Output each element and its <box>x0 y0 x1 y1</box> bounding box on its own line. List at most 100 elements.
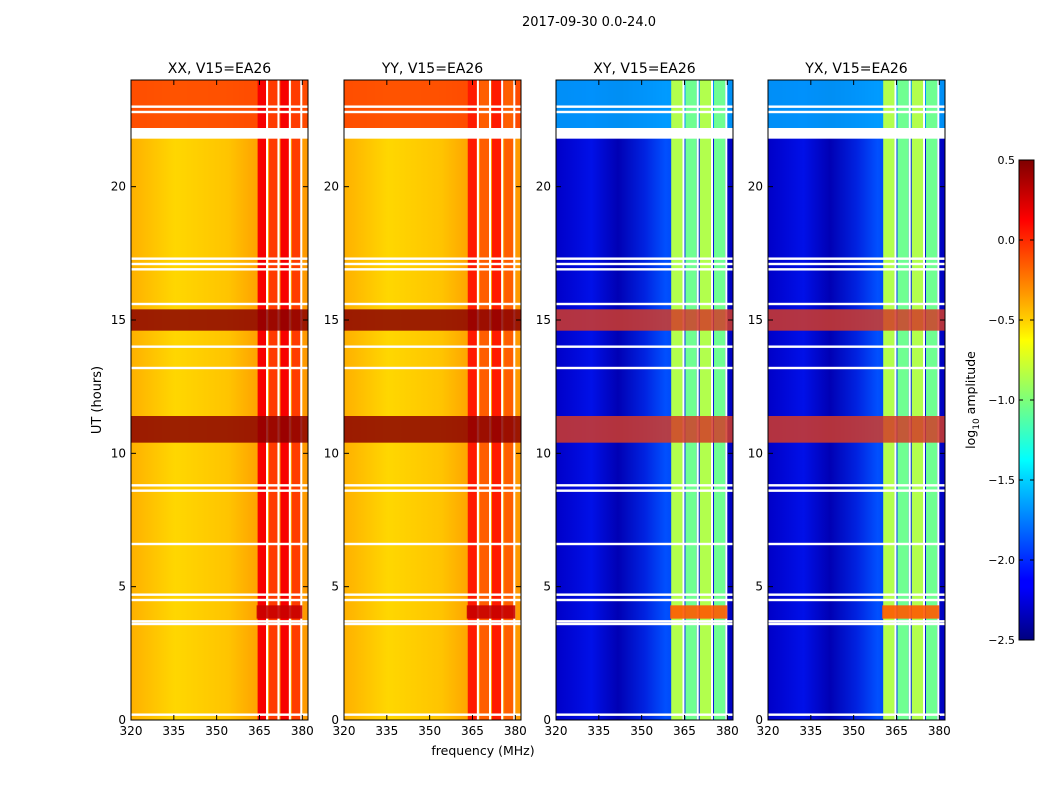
y-tick-label: 15 <box>748 313 763 327</box>
x-tick-label: 320 <box>333 724 356 738</box>
x-tick-label: 335 <box>162 724 185 738</box>
panel-yx: YX, V15=EA26 320 335 350 365 380 0 5 10 15 20 <box>748 61 951 738</box>
flagged-gap <box>768 598 945 602</box>
colorbar-label: log10 amplitude <box>963 351 982 449</box>
band-gap <box>513 80 516 720</box>
band-channel <box>504 80 514 720</box>
flagged-gap <box>344 484 521 487</box>
flagged-gap <box>556 622 733 626</box>
flagged-gap <box>131 593 308 596</box>
rfi-burst <box>556 309 733 331</box>
band-gap <box>266 80 269 720</box>
flagged-gap <box>556 598 733 602</box>
panel-title: YX, V15=EA26 <box>804 61 907 77</box>
x-tick-label: 320 <box>545 724 568 738</box>
y-tick-label: 5 <box>755 580 763 594</box>
band-gap <box>489 80 492 720</box>
x-tick-label: 380 <box>928 724 951 738</box>
flagged-gap <box>768 302 945 306</box>
band-gap <box>501 80 504 720</box>
band-channel <box>685 80 697 720</box>
band-channel <box>280 80 289 720</box>
y-tick-label: 10 <box>536 446 551 460</box>
colorbar-label-log: log <box>963 430 978 449</box>
y-tick-label: 10 <box>111 446 126 460</box>
flagged-gap <box>556 262 733 266</box>
x-tick-label: 320 <box>120 724 143 738</box>
colorbar-label-subscript: 10 <box>972 418 982 430</box>
x-tick-label: 365 <box>885 724 908 738</box>
y-tick-label: 10 <box>324 446 339 460</box>
y-tick-label: 15 <box>536 313 551 327</box>
x-tick-label: 350 <box>418 724 441 738</box>
flagged-gap <box>344 105 521 108</box>
colorbar-tick-label: 0.0 <box>998 234 1016 247</box>
band-channel <box>671 80 683 720</box>
band-channel <box>699 80 712 720</box>
flagged-gap <box>131 622 308 626</box>
colorbar: 0.5 0.0 −0.5 −1.0 −1.5 −2.0 −2.5 log10 amplitu… <box>963 154 1035 647</box>
band-channel <box>467 80 477 720</box>
band-channel <box>714 80 726 720</box>
band-gap <box>696 80 699 720</box>
band-channel <box>257 80 267 720</box>
y-tick-label: 15 <box>111 313 126 327</box>
x-axis-label: frequency (MHz) <box>431 743 534 758</box>
flagged-gap <box>556 302 733 306</box>
flagged-gap <box>131 489 308 492</box>
flagged-gap <box>131 105 308 108</box>
y-tick-label: 0 <box>331 713 339 727</box>
x-tick-label: 380 <box>291 724 314 738</box>
panel-title: XX, V15=EA26 <box>168 61 272 77</box>
band-channel <box>883 80 895 720</box>
rfi-burst <box>768 416 945 443</box>
hotspot <box>466 605 516 619</box>
flagged-gap-wide <box>556 128 733 139</box>
flagged-gap <box>131 542 308 546</box>
flagged-gap <box>556 268 733 271</box>
band-gap <box>937 80 940 720</box>
flagged-gap <box>768 622 945 626</box>
flagged-gap-wide <box>768 128 945 139</box>
colorbar-tick-label: −1.5 <box>988 474 1015 487</box>
flagged-gap <box>344 713 521 716</box>
y-tick-label: 0 <box>543 713 551 727</box>
colorbar-tick-label: −2.0 <box>988 554 1015 567</box>
flagged-gap <box>344 542 521 546</box>
flagged-gap <box>344 257 521 260</box>
flagged-gap <box>556 489 733 492</box>
panel-xx: XX, V15=EA26 320 335 350 365 380 0 5 10 15 20 <box>111 61 314 738</box>
x-tick-label: 335 <box>799 724 822 738</box>
flagged-gap <box>768 484 945 487</box>
flagged-gap <box>344 366 521 370</box>
flagged-gap <box>344 110 521 114</box>
hotspot <box>882 605 940 619</box>
flagged-gap <box>768 345 945 348</box>
x-tick-label: 320 <box>757 724 780 738</box>
flagged-gap <box>131 620 308 623</box>
colorbar-tick-label: −1.0 <box>988 394 1015 407</box>
flagged-gap <box>556 542 733 546</box>
flagged-gap <box>768 620 945 623</box>
flagged-gap <box>344 489 521 492</box>
band-gap <box>923 80 926 720</box>
flagged-gap <box>556 110 733 114</box>
flagged-gap-wide <box>344 128 521 139</box>
x-tick-label: 350 <box>842 724 865 738</box>
flagged-gap <box>768 262 945 266</box>
rfi-burst <box>768 309 945 331</box>
flagged-gap <box>131 598 308 602</box>
flagged-gap <box>131 302 308 306</box>
y-tick-label: 0 <box>755 713 763 727</box>
flagged-gap <box>768 366 945 370</box>
flagged-gap <box>131 366 308 370</box>
x-tick-label: 350 <box>630 724 653 738</box>
flagged-gap <box>556 257 733 260</box>
rfi-burst <box>131 309 308 331</box>
x-tick-label: 380 <box>504 724 527 738</box>
panel-title: XY, V15=EA26 <box>593 61 695 77</box>
band-gap <box>908 80 911 720</box>
axes-frame <box>130 79 309 721</box>
y-tick-label: 20 <box>324 180 339 194</box>
x-tick-label: 365 <box>673 724 696 738</box>
